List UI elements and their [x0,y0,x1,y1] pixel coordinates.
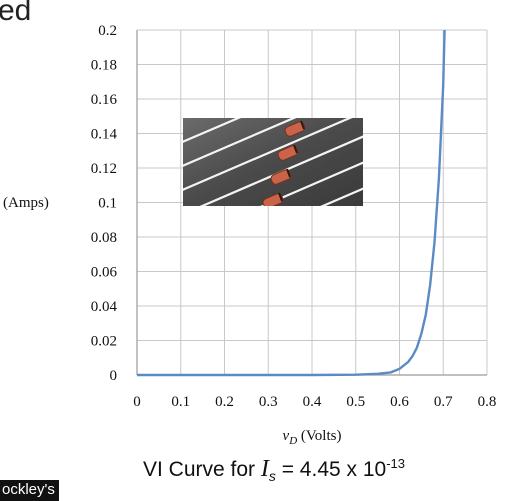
slide-title-fragment: ed [0,0,32,27]
x-tick-labels: 0 0.1 0.2 0.3 0.4 0.5 0.6 0.7 0.8 [133,394,496,410]
y-axis-label: (Amps) [3,195,49,211]
y-tick-label: 0.14 [91,127,118,143]
y-tick-label: 0.04 [91,299,118,315]
y-tick-label: 0.08 [91,230,117,246]
x-tick-label: 0.1 [171,394,190,410]
y-tick-label: 0.2 [98,23,117,39]
y-tick-label: 0.1 [98,196,117,212]
vi-curve-line [137,29,446,377]
y-tick-labels: 0 0.02 0.04 0.06 0.08 0.1 0.12 0.14 0.16 0.18 0.2 [91,23,118,384]
y-tick-label: 0.16 [91,92,118,108]
x-axis-label: vD (Volts) [283,428,342,447]
y-tick-label: 0.12 [91,161,117,177]
y-tick-label: 0.02 [91,334,117,350]
y-tick-label: 0.18 [91,58,117,74]
x-tick-label: 0.4 [303,394,322,410]
x-tick-label: 0.6 [390,394,409,410]
x-tick-label: 0 [133,394,141,410]
chart-caption: VI Curve for Is = 4.45 x 10-13 [143,456,406,485]
vi-curve-chart: 00.020.040.060.080.10.120.140.160.180.2 … [3,23,496,447]
x-tick-label: 0.3 [259,394,278,410]
shockley-label-fragment: ockley's [0,480,59,501]
x-tick-label: 0.2 [215,394,234,410]
diodes-photo [183,118,363,206]
y-tick-label: 0.06 [91,265,118,281]
y-tick-label: 0 [110,368,118,384]
x-tick-label: 0.8 [478,394,497,410]
x-tick-label: 0.5 [346,394,365,410]
x-tick-label: 0.7 [434,394,453,410]
